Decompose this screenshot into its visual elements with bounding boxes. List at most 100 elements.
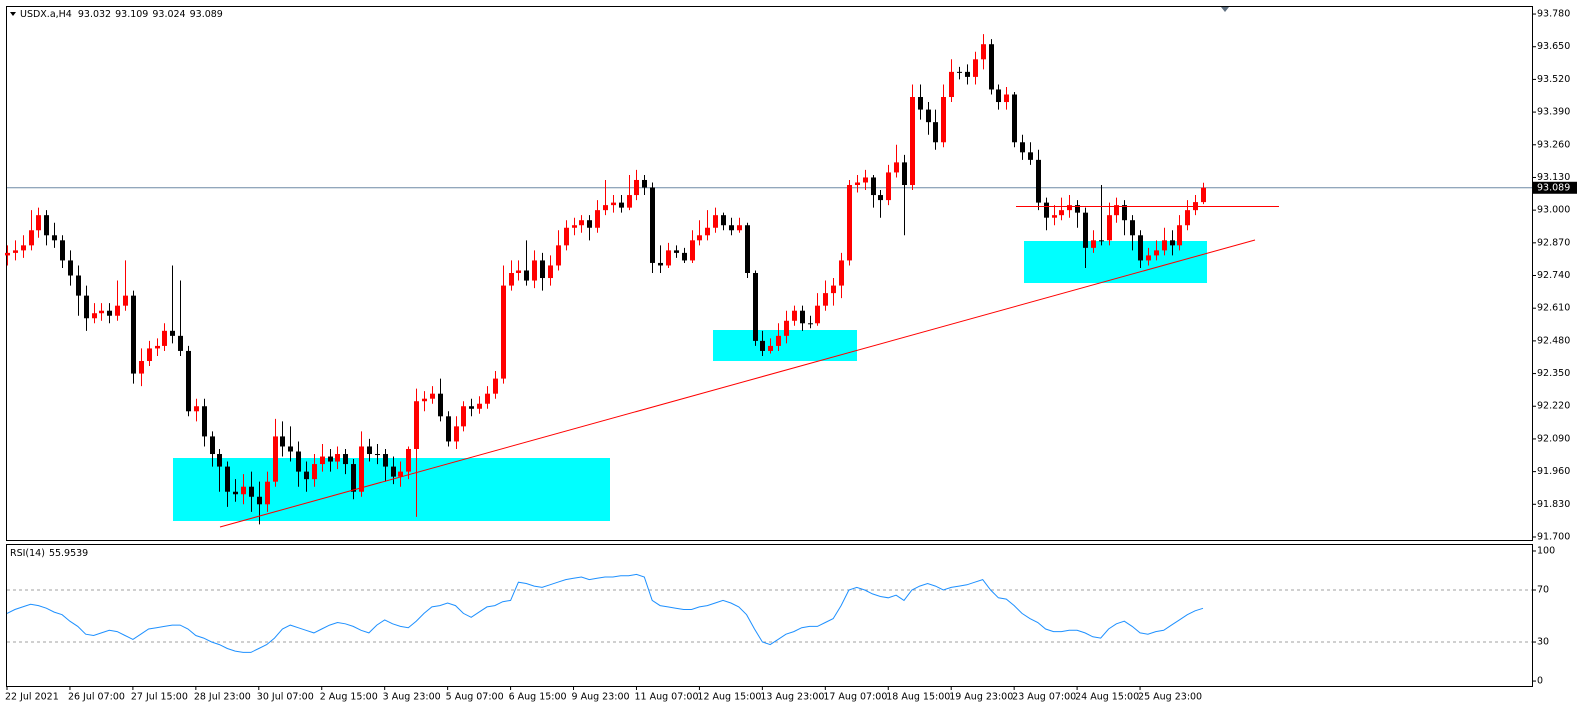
rsi-y-tick-label: 100 bbox=[1537, 545, 1555, 556]
x-tick-label: 3 Aug 23:00 bbox=[383, 692, 441, 703]
candle-body bbox=[918, 97, 923, 110]
rsi-y-tick-label: 70 bbox=[1537, 585, 1549, 596]
candle-body bbox=[674, 250, 679, 253]
candle-body bbox=[343, 454, 348, 465]
x-tick-label: 19 Aug 23:00 bbox=[949, 692, 1013, 703]
candle-body bbox=[391, 466, 396, 477]
candle-body bbox=[446, 416, 451, 442]
candle-body bbox=[139, 360, 144, 374]
candle-body bbox=[548, 265, 553, 279]
candle-body bbox=[477, 403, 482, 409]
plot bbox=[5, 34, 1532, 525]
candle-body bbox=[335, 454, 340, 462]
candle-body bbox=[682, 252, 687, 261]
candle-body bbox=[147, 348, 152, 361]
dropdown-icon[interactable] bbox=[10, 12, 16, 16]
candle-body bbox=[572, 225, 577, 228]
candle-body bbox=[713, 215, 718, 228]
candle-body bbox=[249, 486, 254, 497]
rsi-value: 55.9539 bbox=[49, 548, 88, 559]
candle-body bbox=[1075, 205, 1080, 213]
candle-body bbox=[949, 71, 954, 98]
candle-body bbox=[1052, 215, 1057, 218]
candle-body bbox=[1044, 202, 1049, 218]
candle-body bbox=[902, 162, 907, 186]
candle-body bbox=[469, 406, 474, 409]
candle-body bbox=[328, 456, 333, 462]
candle-body bbox=[44, 215, 49, 236]
candle-body bbox=[989, 44, 994, 90]
candle-body bbox=[312, 464, 317, 480]
candle-body bbox=[13, 250, 18, 253]
candle-body bbox=[1122, 205, 1127, 221]
candle-body bbox=[186, 350, 191, 412]
candle-body bbox=[697, 235, 702, 241]
y-tick-label: 93.130 bbox=[1537, 172, 1570, 183]
x-tick-label: 25 Aug 23:00 bbox=[1138, 692, 1202, 703]
y-tick-label: 93.520 bbox=[1537, 74, 1570, 85]
price-tag-label: 93.089 bbox=[1537, 182, 1570, 193]
candle-body bbox=[422, 398, 427, 402]
y-tick-label: 92.870 bbox=[1537, 237, 1570, 248]
candle-body bbox=[1004, 94, 1009, 103]
candle-body bbox=[579, 220, 584, 226]
high: 93.109 bbox=[115, 9, 148, 20]
candle-body bbox=[941, 97, 946, 143]
candle-body bbox=[831, 285, 836, 294]
candle-body bbox=[1114, 205, 1119, 216]
candle-body bbox=[784, 320, 789, 336]
y-tick-label: 92.610 bbox=[1537, 303, 1570, 314]
candle-body bbox=[210, 436, 215, 455]
y-tick-label: 92.480 bbox=[1537, 335, 1570, 346]
candle-body bbox=[800, 310, 805, 324]
x-tick-label: 2 Aug 15:00 bbox=[320, 692, 378, 703]
candle-body bbox=[68, 260, 73, 276]
candle-body bbox=[241, 486, 246, 495]
candle-body bbox=[107, 310, 112, 316]
candle-body bbox=[650, 187, 655, 263]
rsi-header: RSI(14) 55.9539 bbox=[10, 548, 88, 559]
candle-body bbox=[1020, 142, 1025, 153]
candle-body bbox=[595, 210, 600, 228]
candle-body bbox=[1146, 255, 1151, 261]
candle-body bbox=[619, 202, 624, 208]
candle-body bbox=[92, 313, 97, 319]
candle-body bbox=[1028, 152, 1033, 160]
shift-marker[interactable] bbox=[1221, 7, 1229, 12]
candle-body bbox=[556, 245, 561, 266]
candle-body bbox=[666, 250, 671, 266]
candle-body bbox=[5, 252, 10, 256]
candle-body bbox=[855, 182, 860, 186]
symbol: USDX.a,H4 bbox=[20, 9, 72, 20]
candle-body bbox=[792, 310, 797, 321]
candle-body bbox=[202, 406, 207, 437]
candle-body bbox=[808, 323, 813, 325]
candle-body bbox=[933, 122, 938, 143]
y-tick-label: 92.740 bbox=[1537, 270, 1570, 281]
candle-body bbox=[273, 436, 278, 482]
candle-body bbox=[1107, 215, 1112, 241]
candle-body bbox=[29, 230, 34, 246]
trend-line[interactable] bbox=[219, 239, 1256, 528]
candle-body bbox=[1154, 250, 1159, 256]
candle-body bbox=[981, 44, 986, 60]
candle-body bbox=[839, 260, 844, 286]
candle-body bbox=[414, 401, 419, 449]
candle-body bbox=[863, 177, 868, 183]
candle-body bbox=[36, 215, 41, 231]
candle-body bbox=[359, 446, 364, 492]
candle-body bbox=[690, 240, 695, 261]
candle-body bbox=[430, 393, 435, 399]
y-tick-label: 92.350 bbox=[1537, 368, 1570, 379]
candle-body bbox=[84, 295, 89, 319]
rsi-line bbox=[6, 573, 1204, 653]
candle-body bbox=[878, 195, 883, 201]
y-tick-label: 93.000 bbox=[1537, 205, 1570, 216]
candle-body bbox=[973, 59, 978, 77]
candle-body bbox=[131, 295, 136, 374]
candle-body bbox=[957, 71, 962, 73]
rsi-name: RSI(14) bbox=[10, 548, 45, 559]
candle-body bbox=[493, 378, 498, 394]
candle-body bbox=[776, 335, 781, 346]
candle-body bbox=[627, 195, 632, 208]
